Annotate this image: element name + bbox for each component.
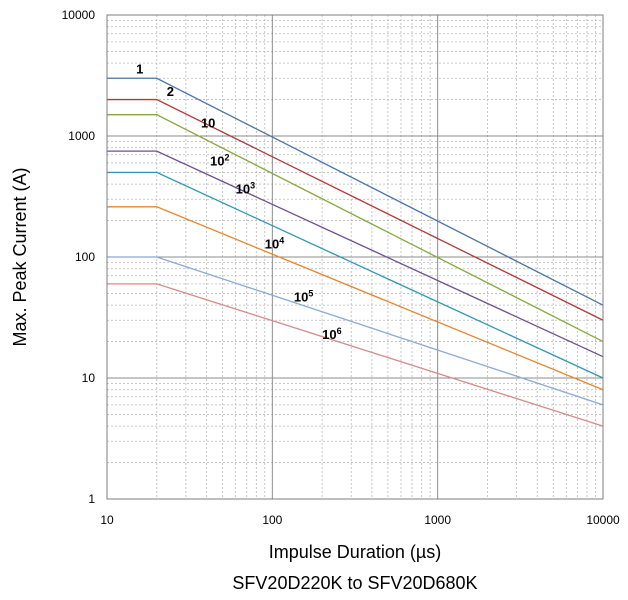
series-lines (107, 77, 604, 427)
x-tick-label: 10 (100, 513, 114, 527)
curve-label-base: 2 (167, 84, 174, 99)
y-tick-label: 10 (82, 371, 96, 385)
curve-label-8: 106 (322, 326, 341, 342)
series-line-5 (107, 171, 604, 379)
curve-label-base: 10 (294, 289, 308, 304)
curve-label-4: 102 (210, 153, 229, 169)
series-line-2 (107, 98, 604, 321)
y-tick-label: 1 (88, 492, 95, 506)
x-tick-label: 1000 (424, 513, 451, 527)
y-tick-labels: 1 10 100 1000 10000 (62, 8, 96, 506)
series-line-3 (107, 114, 604, 343)
curve-label-exponent: 4 (279, 235, 284, 245)
plot-frame (106, 14, 604, 500)
series-line-4 (107, 150, 604, 358)
curve-label-base: 10 (201, 115, 215, 130)
curve-label-base: 10 (265, 236, 279, 251)
y-tick-label: 10000 (62, 8, 96, 22)
series-line-7 (107, 256, 604, 406)
curve-label-5: 103 (236, 180, 255, 196)
series-line-8 (107, 283, 604, 427)
curve-label-base: 10 (322, 327, 336, 342)
series-line-6 (107, 206, 604, 391)
x-tick-label: 10000 (586, 513, 620, 527)
x-tick-labels: 10 100 1000 10000 (100, 513, 620, 527)
curve-label-exponent: 3 (250, 180, 255, 190)
x-tick-label: 100 (262, 513, 282, 527)
curve-label-exponent: 5 (308, 288, 313, 298)
curve-label-exponent: 6 (337, 326, 342, 336)
series-line-1 (107, 77, 604, 306)
chart-caption: SFV20D220K to SFV20D680K (232, 573, 477, 593)
curve-label-base: 1 (136, 61, 143, 76)
y-axis-title: Max. Peak Current (A) (10, 167, 30, 346)
curve-label-1: 1 (136, 61, 143, 76)
curve-label-3: 10 (201, 115, 215, 130)
y-tick-label: 100 (75, 250, 95, 264)
y-tick-label: 1000 (68, 129, 95, 143)
x-axis-title: Impulse Duration (µs) (269, 542, 441, 562)
curve-label-2: 2 (167, 84, 174, 99)
curve-label-base: 10 (236, 181, 250, 196)
curve-label-base: 10 (210, 154, 224, 169)
curve-label-7: 105 (294, 288, 313, 304)
curve-label-exponent: 2 (225, 153, 230, 163)
curve-label-6: 104 (265, 235, 284, 251)
